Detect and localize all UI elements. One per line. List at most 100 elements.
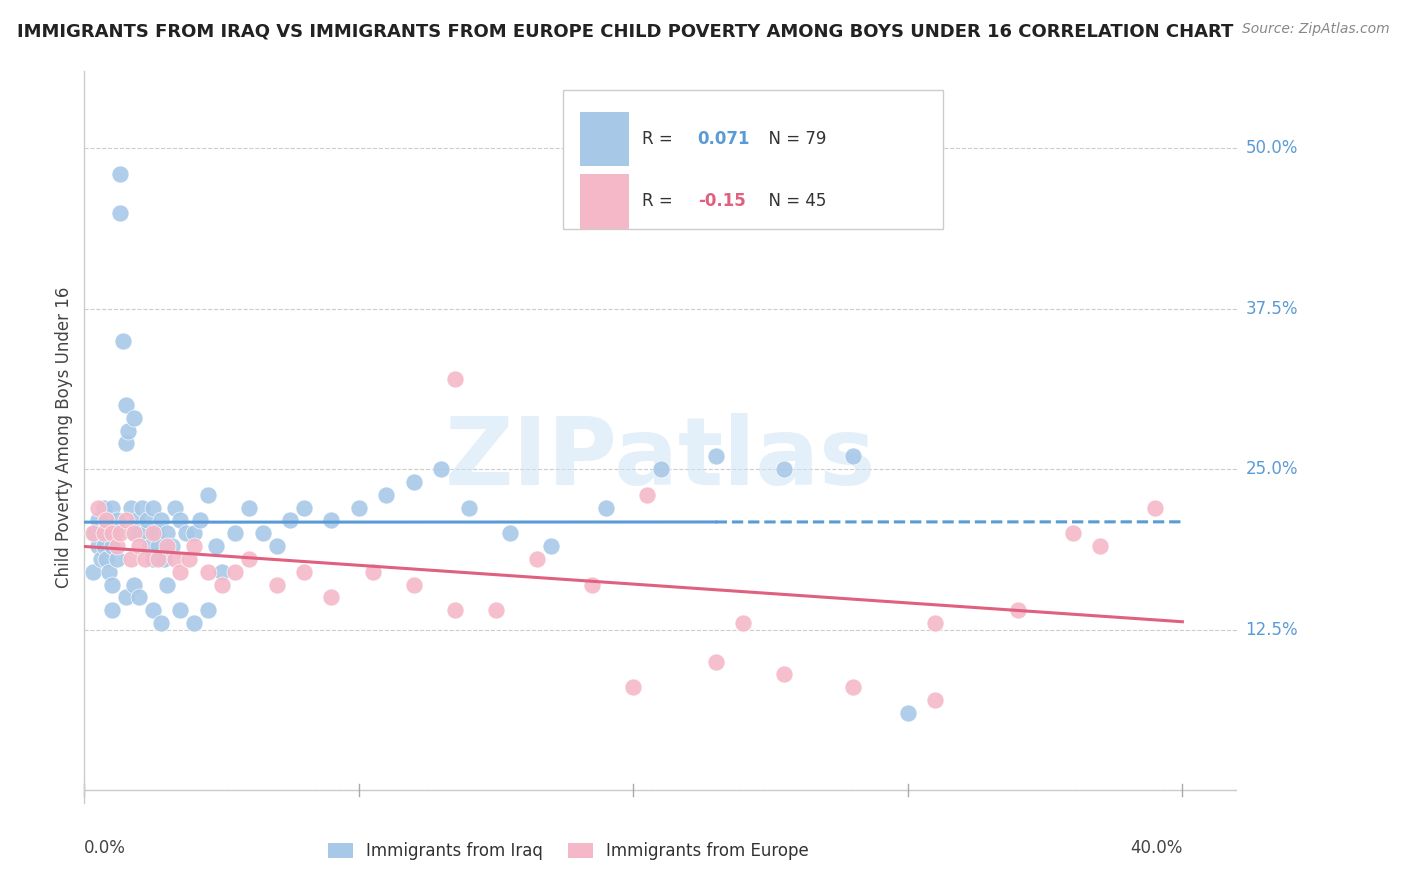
Point: [238, 500, 260, 515]
Point: [402, 475, 425, 489]
Point: [321, 591, 343, 605]
Point: [134, 526, 156, 541]
Text: 12.5%: 12.5%: [1246, 621, 1298, 639]
Text: 0.0%: 0.0%: [84, 838, 127, 856]
Point: [278, 514, 301, 528]
Point: [292, 565, 315, 579]
Point: [101, 526, 124, 541]
Text: Source: ZipAtlas.com: Source: ZipAtlas.com: [1241, 22, 1389, 37]
Point: [114, 514, 136, 528]
Point: [704, 655, 727, 669]
Point: [361, 565, 384, 579]
Point: [136, 514, 159, 528]
Point: [87, 539, 110, 553]
Point: [733, 616, 755, 631]
Point: [540, 539, 562, 553]
Point: [636, 488, 658, 502]
Point: [128, 526, 150, 541]
Point: [101, 500, 124, 515]
Point: [142, 603, 165, 617]
Point: [457, 500, 479, 515]
Point: [238, 552, 260, 566]
Point: [145, 526, 167, 541]
Point: [1062, 526, 1084, 541]
Point: [183, 616, 205, 631]
Point: [160, 539, 183, 553]
Point: [402, 577, 425, 591]
Point: [224, 526, 246, 541]
Text: 40.0%: 40.0%: [1130, 838, 1182, 856]
Point: [98, 526, 121, 541]
Point: [131, 500, 153, 515]
Text: ZIPatlas: ZIPatlas: [446, 413, 876, 505]
Point: [82, 565, 104, 579]
Point: [96, 514, 118, 528]
Text: 37.5%: 37.5%: [1246, 300, 1298, 318]
Point: [101, 603, 124, 617]
Point: [114, 398, 136, 412]
FancyBboxPatch shape: [562, 89, 943, 228]
Point: [128, 539, 150, 553]
Point: [90, 526, 112, 541]
Point: [485, 603, 508, 617]
Bar: [581, 112, 628, 167]
Point: [163, 500, 186, 515]
Point: [90, 552, 112, 566]
Text: N = 79: N = 79: [758, 130, 827, 148]
Point: [375, 488, 398, 502]
Point: [114, 436, 136, 450]
Point: [183, 526, 205, 541]
Point: [125, 514, 148, 528]
Point: [197, 488, 219, 502]
Point: [595, 500, 617, 515]
Point: [108, 526, 131, 541]
Point: [211, 577, 233, 591]
Point: [174, 526, 197, 541]
Point: [150, 616, 173, 631]
Point: [108, 167, 131, 181]
Point: [96, 552, 118, 566]
Text: IMMIGRANTS FROM IRAQ VS IMMIGRANTS FROM EUROPE CHILD POVERTY AMONG BOYS UNDER 16: IMMIGRANTS FROM IRAQ VS IMMIGRANTS FROM …: [17, 22, 1233, 40]
Point: [84, 526, 107, 541]
Point: [188, 514, 211, 528]
Point: [117, 424, 139, 438]
Point: [842, 450, 865, 464]
Point: [163, 552, 186, 566]
Bar: [581, 174, 628, 228]
Point: [103, 526, 125, 541]
Point: [321, 514, 343, 528]
Point: [142, 552, 165, 566]
Point: [156, 526, 179, 541]
Point: [526, 552, 548, 566]
Point: [101, 539, 124, 553]
Point: [105, 552, 128, 566]
Point: [169, 603, 191, 617]
Point: [444, 372, 467, 386]
Point: [156, 539, 179, 553]
Point: [581, 577, 603, 591]
Point: [924, 616, 946, 631]
Point: [924, 693, 946, 707]
Point: [93, 539, 115, 553]
Point: [122, 577, 145, 591]
Point: [128, 591, 150, 605]
Point: [148, 552, 170, 566]
Point: [197, 565, 219, 579]
Point: [444, 603, 467, 617]
Point: [205, 539, 228, 553]
Point: [211, 565, 233, 579]
Point: [292, 500, 315, 515]
Point: [105, 514, 128, 528]
Point: [842, 681, 865, 695]
Point: [111, 334, 134, 348]
Point: [82, 526, 104, 541]
Text: R =: R =: [643, 192, 678, 211]
Point: [499, 526, 522, 541]
Point: [169, 565, 191, 579]
Point: [98, 565, 121, 579]
Legend: Immigrants from Iraq, Immigrants from Europe: Immigrants from Iraq, Immigrants from Eu…: [328, 842, 810, 860]
Point: [430, 462, 453, 476]
Point: [773, 667, 796, 681]
Point: [1143, 500, 1166, 515]
Point: [120, 552, 142, 566]
